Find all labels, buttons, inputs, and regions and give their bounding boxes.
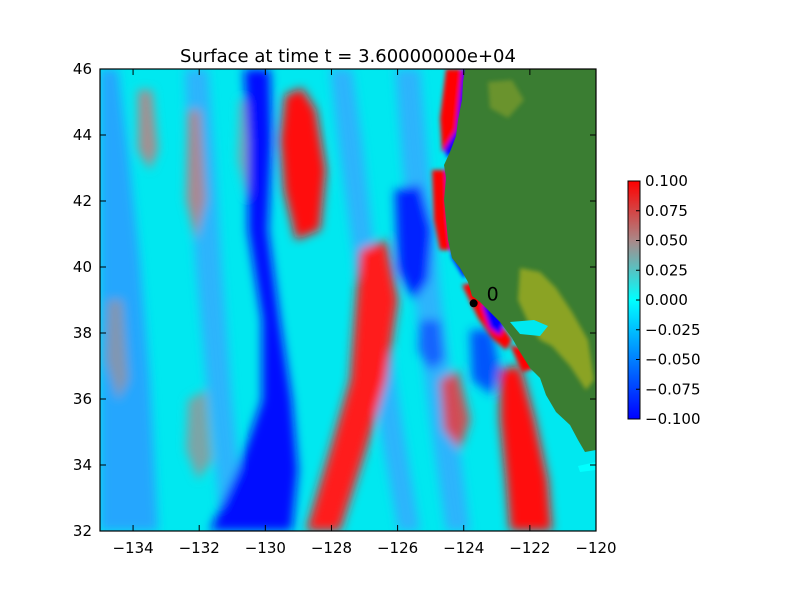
colorbar-tick-label: 0.100 bbox=[645, 172, 688, 190]
colorbar: 0.100 0.075 0.050 0.025 0.000 −0.025 −0.050 −0.… bbox=[627, 172, 701, 428]
x-tick-label: −132 bbox=[179, 539, 220, 557]
y-tick-label: 34 bbox=[73, 456, 92, 474]
x-axis: −134 −132 −130 −128 −126 −124 −122 −120 bbox=[112, 69, 617, 557]
colorbar-tick-label: 0.000 bbox=[645, 291, 688, 309]
wave-band-red bbox=[440, 370, 470, 450]
wave-band-grey bbox=[186, 110, 206, 240]
y-tick-label: 42 bbox=[73, 192, 92, 210]
wave-band-blue bbox=[470, 330, 500, 395]
colorbar-tick-label: 0.075 bbox=[645, 202, 688, 220]
gauge-label: 0 bbox=[487, 283, 499, 305]
wave-band-grey bbox=[138, 90, 158, 170]
y-tick-label: 38 bbox=[73, 324, 92, 342]
land-area bbox=[444, 69, 596, 452]
plot-frame bbox=[99, 68, 597, 532]
colorbar-ticks: 0.100 0.075 0.050 0.025 0.000 −0.025 −0.050 −0.… bbox=[636, 172, 701, 428]
coastal-fringe-blue bbox=[482, 302, 504, 335]
y-tick-label: 44 bbox=[73, 126, 92, 144]
x-tick-label: −122 bbox=[509, 539, 550, 557]
wave-band-red bbox=[306, 240, 398, 531]
plot-area bbox=[100, 69, 596, 531]
y-tick-label: 36 bbox=[73, 390, 92, 408]
coastal-fringe-blue bbox=[444, 69, 468, 158]
y-tick-label: 40 bbox=[73, 258, 92, 276]
colorbar-tick-label: 0.025 bbox=[645, 261, 688, 279]
wave-band-red bbox=[500, 365, 552, 531]
coastal-fringe-red bbox=[440, 69, 462, 152]
x-tick-label: −128 bbox=[311, 539, 352, 557]
land-highlands bbox=[518, 268, 594, 390]
chart-title: Surface at time t = 3.60000000e+04 bbox=[180, 46, 516, 67]
colorbar-tick-label: −0.075 bbox=[645, 380, 701, 398]
y-tick-label: 46 bbox=[73, 60, 92, 78]
wave-band-grey bbox=[106, 300, 128, 400]
wave-band-light-blue bbox=[100, 69, 158, 531]
colorbar-tick-label: −0.025 bbox=[645, 321, 701, 339]
x-tick-label: −126 bbox=[377, 539, 418, 557]
colorbar-tick-label: −0.100 bbox=[645, 410, 701, 428]
gauge-dot bbox=[469, 299, 478, 308]
colorbar-tick-label: 0.050 bbox=[645, 232, 688, 250]
wave-band-blue bbox=[418, 320, 444, 370]
wave-field bbox=[100, 69, 552, 531]
wave-band-blue bbox=[210, 69, 298, 531]
wave-band-blue bbox=[395, 185, 432, 300]
x-tick-label: −120 bbox=[575, 539, 616, 557]
x-tick-label: −130 bbox=[245, 539, 286, 557]
x-tick-label: −124 bbox=[443, 539, 484, 557]
bay-area bbox=[510, 320, 548, 336]
wave-band-grey bbox=[186, 390, 212, 480]
colorbar-tick-label: −0.050 bbox=[645, 351, 701, 369]
y-tick-label: 32 bbox=[73, 522, 92, 540]
land-highlands bbox=[488, 80, 524, 118]
x-tick-label: −134 bbox=[112, 539, 153, 557]
y-axis: 32 34 36 38 40 42 44 46 bbox=[73, 60, 596, 540]
gauge-marker: 0 bbox=[469, 283, 499, 308]
wave-band-red bbox=[280, 88, 326, 240]
